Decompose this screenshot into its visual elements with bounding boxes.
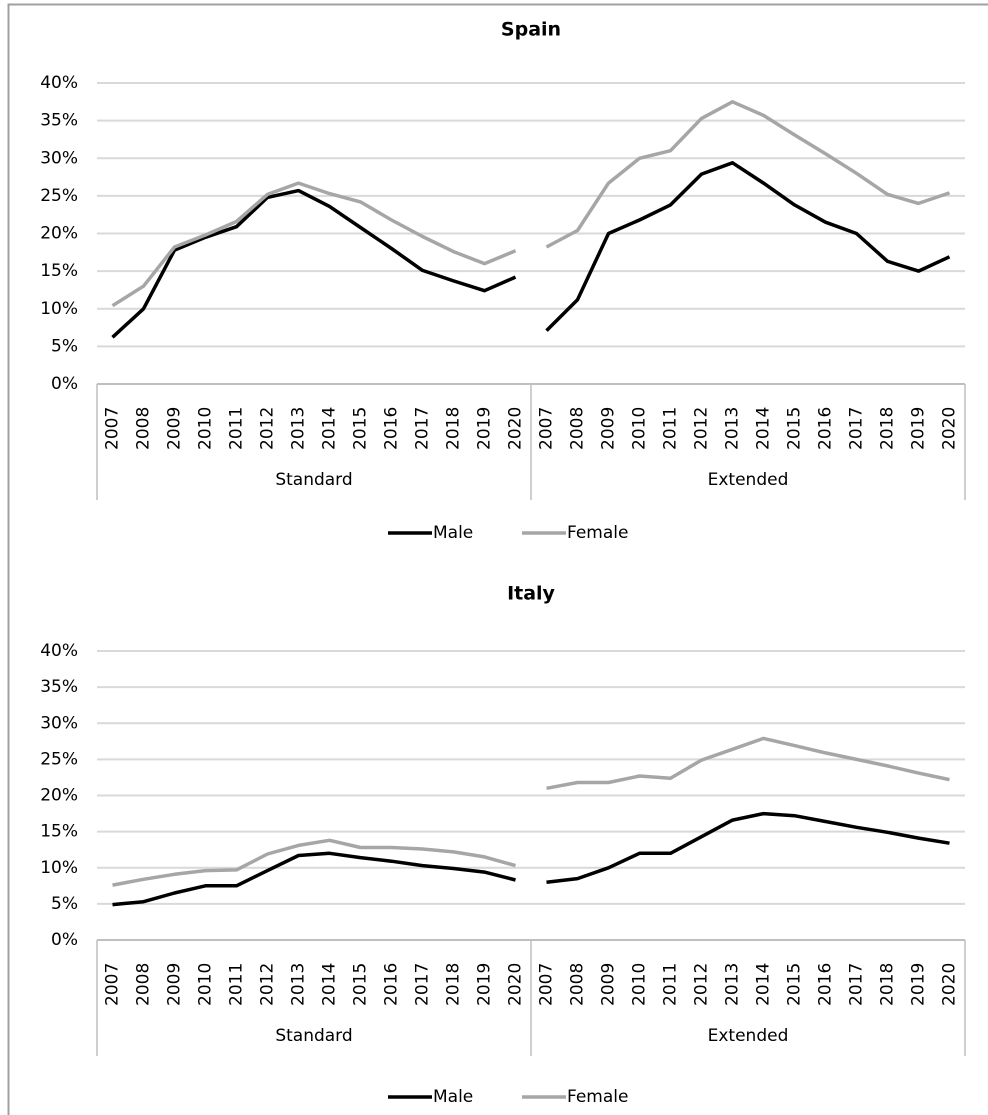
series-line <box>545 161 951 332</box>
x-tick-label: 2010 <box>196 963 216 1006</box>
x-tick-label: 2017 <box>413 407 433 450</box>
x-tick-label: 2020 <box>506 963 526 1006</box>
x-tick-label: 2014 <box>754 963 774 1006</box>
y-tick-label: 20% <box>40 224 78 244</box>
series-line <box>112 851 516 907</box>
border <box>7 3 988 1115</box>
x-tick-label: 2013 <box>289 407 309 450</box>
x-tick-label: 2007 <box>103 963 123 1006</box>
x-tick-label: 2008 <box>134 407 154 450</box>
x-tick-label: 2017 <box>847 963 867 1006</box>
x-tick-label: 2008 <box>134 963 154 1006</box>
y-tick-label: 10% <box>40 299 78 319</box>
y-tick-label: 25% <box>40 749 78 769</box>
series-line <box>546 736 950 791</box>
y-tick-label: 15% <box>40 822 78 842</box>
x-tick-label: 2018 <box>444 407 464 450</box>
x-tick-label: 2007 <box>537 963 557 1006</box>
x-tick-label: 2009 <box>165 963 185 1006</box>
x-tick-label: 2015 <box>351 963 371 1006</box>
x-tick-label: 2017 <box>847 407 867 450</box>
x-tick-label: 2015 <box>785 963 805 1006</box>
x-tick-label: 2018 <box>444 963 464 1006</box>
x-tick-label: 2009 <box>599 407 619 450</box>
chart-title: Italy <box>507 583 555 605</box>
x-tick-label: 2011 <box>661 407 681 450</box>
y-tick-label: 30% <box>40 713 78 733</box>
series-line <box>111 188 517 339</box>
x-tick-label: 2016 <box>816 963 836 1006</box>
x-tick-label: 2018 <box>878 963 898 1006</box>
x-tick-label: 2015 <box>785 407 805 450</box>
series-line <box>112 838 516 887</box>
x-tick-label: 2012 <box>258 963 278 1006</box>
y-tick-label: 20% <box>40 786 78 806</box>
group-label: Extended <box>708 1026 789 1046</box>
x-tick-label: 2007 <box>103 407 123 450</box>
x-tick-label: 2013 <box>723 963 743 1006</box>
x-tick-label: 2016 <box>816 407 836 450</box>
x-tick-label: 2009 <box>599 963 619 1006</box>
x-tick-label: 2019 <box>475 963 495 1006</box>
legend-label: Male <box>433 523 473 543</box>
x-tick-label: 2019 <box>909 407 929 450</box>
x-tick-label: 2011 <box>227 963 247 1006</box>
x-tick-label: 2017 <box>413 963 433 1006</box>
legend-label: Female <box>567 523 628 543</box>
y-tick-label: 10% <box>40 858 78 878</box>
group-label: Extended <box>708 470 789 490</box>
y-tick-label: 40% <box>40 641 78 661</box>
x-tick-label: 2020 <box>940 407 960 450</box>
y-tick-label: 25% <box>40 186 78 206</box>
x-tick-label: 2011 <box>661 963 681 1006</box>
series-line <box>546 811 950 884</box>
x-tick-label: 2020 <box>506 407 526 450</box>
x-tick-label: 2007 <box>537 407 557 450</box>
x-tick-label: 2016 <box>382 963 402 1006</box>
x-tick-label: 2009 <box>165 407 185 450</box>
x-tick-label: 2012 <box>258 407 278 450</box>
x-tick-label: 2010 <box>630 407 650 450</box>
x-tick-label: 2014 <box>320 407 340 450</box>
x-tick-label: 2013 <box>289 963 309 1006</box>
x-tick-label: 2008 <box>568 963 588 1006</box>
group-label: Standard <box>275 1026 352 1046</box>
x-tick-label: 2020 <box>940 963 960 1006</box>
y-tick-label: 5% <box>51 336 78 356</box>
series-line <box>111 181 517 308</box>
y-tick-label: 40% <box>40 73 78 93</box>
x-tick-label: 2010 <box>630 963 650 1006</box>
x-tick-label: 2019 <box>909 963 929 1006</box>
group-label: Standard <box>275 470 352 490</box>
legend-label: Male <box>433 1087 473 1107</box>
legend-label: Female <box>567 1087 628 1107</box>
x-tick-label: 2014 <box>320 963 340 1006</box>
x-tick-label: 2018 <box>878 407 898 450</box>
y-tick-label: 0% <box>51 930 78 950</box>
chart-title: Spain <box>501 19 561 41</box>
x-tick-label: 2010 <box>196 407 216 450</box>
x-tick-label: 2014 <box>754 407 774 450</box>
x-tick-label: 2016 <box>382 407 402 450</box>
y-tick-label: 5% <box>51 894 78 914</box>
y-tick-label: 15% <box>40 261 78 281</box>
x-tick-label: 2011 <box>227 407 247 450</box>
series-line <box>545 100 951 249</box>
x-tick-label: 2008 <box>568 407 588 450</box>
y-tick-label: 35% <box>40 677 78 697</box>
x-tick-label: 2012 <box>692 407 712 450</box>
x-tick-label: 2019 <box>475 407 495 450</box>
x-tick-label: 2015 <box>351 407 371 450</box>
y-tick-label: 0% <box>51 374 78 394</box>
y-tick-label: 30% <box>40 148 78 168</box>
y-tick-label: 35% <box>40 111 78 131</box>
x-tick-label: 2013 <box>723 407 743 450</box>
x-tick-label: 2012 <box>692 963 712 1006</box>
